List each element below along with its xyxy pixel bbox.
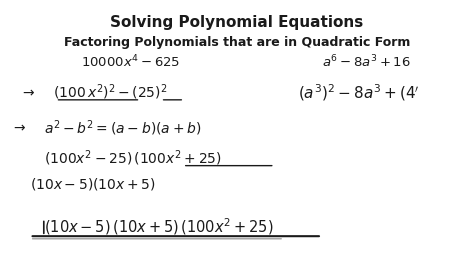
Text: $(100\,x^2)^2 - (25)^2$: $(100\,x^2)^2 - (25)^2$ — [53, 82, 168, 102]
Text: Solving Polynomial Equations: Solving Polynomial Equations — [110, 15, 364, 30]
Text: Factoring Polynomials that are in Quadratic Form: Factoring Polynomials that are in Quadra… — [64, 36, 410, 49]
Text: $(100x^2 - 25)\,(100x^2 + 25)$: $(100x^2 - 25)\,(100x^2 + 25)$ — [44, 148, 222, 168]
Text: $a^6 - 8a^3 + 16$: $a^6 - 8a^3 + 16$ — [322, 54, 410, 70]
Text: $a^2 - b^2 = (a-b)(a+b)$: $a^2 - b^2 = (a-b)(a+b)$ — [44, 118, 201, 138]
Text: $(10x-5)(10x+5)$: $(10x-5)(10x+5)$ — [30, 176, 155, 192]
Text: $(a^3)^2 - 8a^3 + (4^{\mathsf{\prime}}$: $(a^3)^2 - 8a^3 + (4^{\mathsf{\prime}}$ — [298, 82, 420, 103]
Text: $10000x^4 - 625$: $10000x^4 - 625$ — [82, 54, 181, 70]
Text: $(10x-5)\,(10x+5)\,(100x^2+25)$: $(10x-5)\,(10x+5)\,(100x^2+25)$ — [44, 216, 273, 237]
Text: $\rightarrow$: $\rightarrow$ — [11, 121, 27, 135]
Text: $\rightarrow$: $\rightarrow$ — [20, 85, 36, 99]
